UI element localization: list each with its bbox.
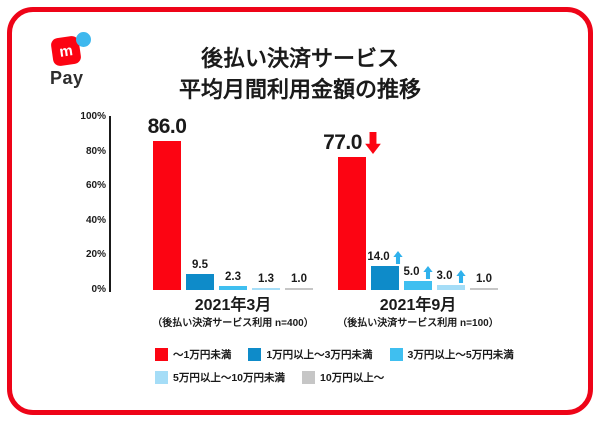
bar-column: 2.3 bbox=[219, 271, 247, 290]
bar-group: 77.0 14.0 5.0 3.0 1.0 bbox=[323, 131, 498, 290]
bar-column: 3.0 bbox=[436, 269, 466, 290]
y-axis-line bbox=[109, 116, 111, 292]
x-axis-group-label: 2021年9月 （後払い決済サービス利用 n=100） bbox=[293, 297, 543, 330]
bar-value-label: 5.0 bbox=[403, 266, 433, 280]
bar-column: 77.0 bbox=[323, 131, 381, 290]
legend-swatch bbox=[302, 371, 316, 384]
trend-down-icon bbox=[365, 131, 381, 154]
group-label-main: 2021年9月 bbox=[379, 297, 457, 314]
bar-column: 14.0 bbox=[367, 250, 403, 290]
bar-column: 5.0 bbox=[403, 266, 433, 290]
bar bbox=[404, 281, 432, 290]
bar bbox=[186, 273, 214, 290]
legend-row: 〜1万円未満 1万円以上〜3万円未満 3万円以上〜5万円未満 bbox=[155, 347, 514, 362]
bar-value-text: 1.3 bbox=[258, 272, 274, 285]
chart-title: 後払い決済サービス 平均月間利用金額の推移 bbox=[12, 43, 588, 105]
y-tick-label: 60% bbox=[85, 180, 106, 192]
legend: 〜1万円未満 1万円以上〜3万円未満 3万円以上〜5万円未満 5万円以上〜10万円未満… bbox=[155, 347, 514, 393]
bar bbox=[470, 288, 498, 290]
legend-item: 1万円以上〜3万円未満 bbox=[248, 347, 373, 362]
legend-row: 5万円以上〜10万円未満 10万円以上〜 bbox=[155, 370, 495, 385]
bar bbox=[285, 288, 313, 290]
bar-value-label: 86.0 bbox=[148, 116, 187, 138]
pay-wordmark: Pay bbox=[50, 68, 84, 88]
bar-value-label: 1.0 bbox=[476, 273, 492, 286]
y-tick-label: 0% bbox=[91, 284, 106, 295]
bar-value-text: 14.0 bbox=[367, 250, 390, 263]
legend-label: 10万円以上〜 bbox=[320, 372, 385, 384]
bar-column: 1.0 bbox=[470, 273, 498, 290]
group-label-main: 2021年3月 bbox=[194, 297, 272, 314]
bar-value-label: 3.0 bbox=[436, 269, 466, 283]
trend-up-icon bbox=[393, 250, 403, 264]
trend-up-icon bbox=[422, 266, 433, 280]
legend-swatch bbox=[389, 348, 403, 361]
bar-value-label: 9.5 bbox=[192, 259, 208, 272]
bar-column: 1.0 bbox=[285, 273, 313, 290]
legend-label: 5万円以上〜10万円未満 bbox=[173, 372, 286, 384]
chart-title-line2: 平均月間利用金額の推移 bbox=[178, 77, 421, 102]
bar-value-label: 14.0 bbox=[367, 250, 403, 264]
group-label-sub: （後払い決済サービス利用 n=400） bbox=[152, 318, 314, 329]
card-border: m Pay 後払い決済サービス 平均月間利用金額の推移 bbox=[7, 7, 593, 415]
bar-group: 86.0 9.5 2.3 1.3 1.0 bbox=[148, 116, 313, 290]
bar-column: 9.5 bbox=[186, 259, 214, 290]
legend-item: 3万円以上〜5万円未満 bbox=[389, 347, 514, 362]
bar-value-text: 1.0 bbox=[291, 273, 307, 285]
x-axis-group-label: 2021年3月 （後払い決済サービス利用 n=400） bbox=[108, 297, 358, 330]
bar-value-text: 77.0 bbox=[323, 130, 362, 154]
bar bbox=[371, 265, 399, 290]
legend-item: 〜1万円未満 bbox=[155, 347, 231, 362]
legend-item: 5万円以上〜10万円未満 bbox=[155, 370, 285, 385]
legend-item: 10万円以上〜 bbox=[302, 370, 384, 385]
legend-label: 1万円以上〜3万円未満 bbox=[266, 349, 373, 361]
bar-value-text: 2.3 bbox=[225, 271, 241, 284]
bar bbox=[437, 284, 465, 290]
bar bbox=[252, 287, 280, 290]
bar bbox=[338, 156, 366, 290]
legend-swatch bbox=[248, 348, 262, 361]
blue-dot-icon bbox=[76, 32, 91, 47]
y-tick-label: 40% bbox=[85, 214, 106, 226]
legend-swatch bbox=[155, 348, 168, 361]
bar-value-label: 77.0 bbox=[323, 130, 381, 154]
bar-column: 1.3 bbox=[252, 273, 280, 290]
bar-value-text: 5.0 bbox=[403, 266, 420, 279]
bar-value-text: 9.5 bbox=[192, 258, 208, 271]
bar-value-label: 2.3 bbox=[225, 271, 241, 284]
chart-title-line1: 後払い決済サービス bbox=[200, 46, 399, 71]
y-tick-label: 80% bbox=[85, 145, 106, 157]
bar-value-text: 86.0 bbox=[147, 115, 187, 139]
bar bbox=[153, 141, 181, 290]
bar-value-text: 1.0 bbox=[476, 273, 492, 285]
mercari-pay-logo: m Pay bbox=[48, 28, 108, 92]
bar-value-label: 1.3 bbox=[258, 273, 274, 286]
y-tick-label: 100% bbox=[80, 111, 106, 122]
bar-value-label: 1.0 bbox=[291, 273, 307, 286]
legend-label: 〜1万円未満 bbox=[173, 349, 232, 361]
bar-column: 86.0 bbox=[148, 116, 187, 290]
group-label-sub: （後払い決済サービス利用 n=100） bbox=[337, 318, 499, 329]
y-tick-label: 20% bbox=[85, 249, 106, 261]
legend-label: 3万円以上〜5万円未満 bbox=[407, 349, 514, 361]
bar-value-text: 3.0 bbox=[436, 269, 453, 282]
bar bbox=[219, 286, 247, 290]
legend-swatch bbox=[155, 371, 168, 384]
trend-up-icon bbox=[455, 269, 466, 283]
